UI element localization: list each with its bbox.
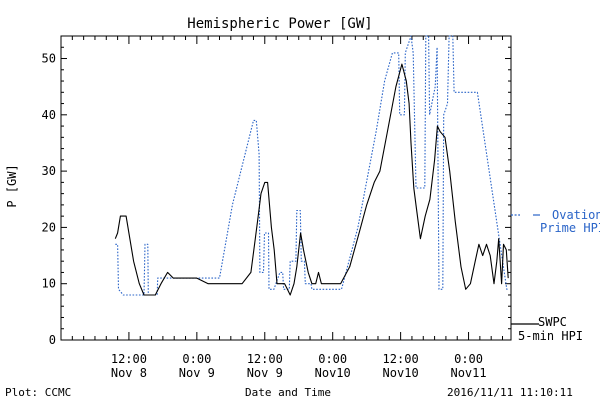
y-tick-label: 30 (42, 164, 56, 178)
series-layer (114, 35, 509, 296)
plot-frame (60, 35, 512, 341)
legend-ovation-label: Ovation (552, 208, 600, 222)
x-tick-date: Nov 9 (179, 366, 215, 380)
y-tick-label: 50 (42, 52, 56, 66)
y-tick-label: 10 (42, 277, 56, 291)
x-tick-label: 0:00 (318, 352, 347, 366)
x-tick-label: 12:00 (111, 352, 147, 366)
legend-swpc-label: 5-min HPI (518, 329, 583, 343)
x-tick-date: Nov10 (383, 366, 419, 380)
legend-ovation: Ovation Prime HPI (511, 208, 600, 235)
y-axis: 0 10 20 30 40 50 (42, 46, 511, 347)
y-tick-label: 40 (42, 108, 56, 122)
timestamp: 2016/11/11 11:10:11 (447, 386, 573, 399)
x-tick-date: Nov 8 (111, 366, 147, 380)
x-tick-label: 0:00 (454, 352, 483, 366)
y-axis-label: P [GW] (5, 164, 19, 207)
legend-ovation-label: Prime HPI (540, 221, 600, 235)
plot-credit: Plot: CCMC (5, 386, 71, 399)
x-axis-label: Date and Time (245, 386, 331, 399)
legend-swpc-label: SWPC (538, 315, 567, 329)
series-line-swpc (114, 63, 509, 296)
x-tick-date: Nov11 (450, 366, 486, 380)
x-tick-label: 12:00 (247, 352, 283, 366)
x-tick-label: 0:00 (182, 352, 211, 366)
legend-swpc: SWPC 5-min HPI (511, 315, 583, 343)
x-tick-date: Nov 9 (247, 366, 283, 380)
x-tick-date: Nov10 (315, 366, 351, 380)
chart-title: Hemispheric Power [GW] (187, 16, 372, 32)
x-tick-label: 12:00 (383, 352, 419, 366)
y-tick-label: 0 (49, 333, 56, 347)
y-tick-label: 20 (42, 220, 56, 234)
series-line-ovation (115, 35, 509, 296)
